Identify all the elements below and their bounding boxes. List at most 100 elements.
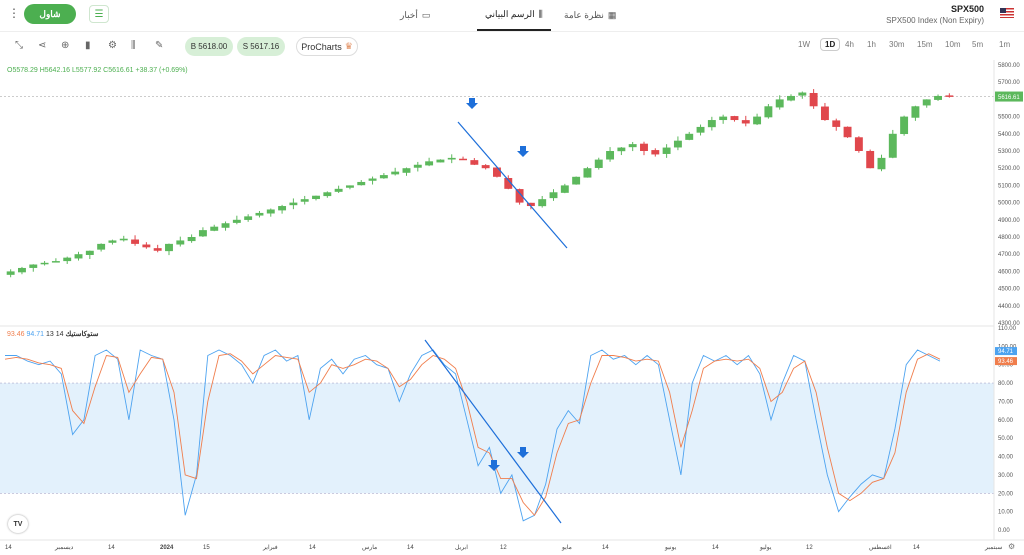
chart-area[interactable]: 5800.005700.005600.005500.005400.005300.…: [0, 60, 1024, 555]
candle-body: [198, 230, 207, 237]
candle-body: [606, 151, 615, 160]
candle-body: [753, 116, 762, 125]
candle-body: [74, 254, 83, 259]
time-tick-label: 14: [602, 545, 609, 551]
add-indicator-icon[interactable]: ⊕: [61, 40, 70, 51]
candle-body: [244, 216, 253, 220]
candle-body: [402, 168, 411, 173]
candle-body: [662, 147, 671, 154]
down-arrow-icon: [488, 460, 500, 471]
candle-body: [85, 250, 94, 255]
candle-body: [504, 178, 513, 189]
stochastic-label: ستوكاستيك 14 13 94.71 93.46: [7, 330, 99, 338]
candle-body: [719, 116, 728, 121]
candle-body: [775, 99, 784, 108]
time-tick-label: 15: [203, 545, 210, 551]
candle-body: [866, 150, 875, 169]
candle-body: [368, 178, 377, 181]
close-value: C5616.61: [103, 67, 134, 74]
candle-body: [436, 159, 445, 163]
timeframe-10m[interactable]: 10m: [945, 40, 961, 49]
tab-overview[interactable]: نظرة عامة ▦: [564, 0, 616, 31]
candle-body: [549, 192, 558, 199]
more-menu-icon[interactable]: ⋮: [8, 6, 20, 20]
indicators-icon[interactable]: ▮: [85, 40, 91, 51]
price-tick-label: 4900.00: [998, 218, 1020, 224]
candle-body: [345, 185, 354, 188]
stoch-tick-label: 0.00: [998, 528, 1010, 534]
price-tick-label: 4600.00: [998, 269, 1020, 275]
candle-body: [877, 157, 886, 170]
candle-body: [764, 106, 773, 118]
candle-body: [63, 257, 72, 262]
timeframe-1w[interactable]: 1W: [798, 40, 810, 49]
down-arrow-icon: [466, 98, 478, 109]
price-tick-label: 5700.00: [998, 80, 1020, 86]
price-tick-label: 5200.00: [998, 166, 1020, 172]
candle-body: [787, 95, 795, 101]
timeframe-4h[interactable]: 4h: [845, 40, 854, 49]
buy-button[interactable]: B 5618.00: [185, 37, 233, 56]
stoch-tick-label: 110.00: [998, 326, 1017, 332]
candles-icon: ⫼: [538, 9, 543, 19]
stoch-k-tag: [995, 347, 1017, 356]
time-tick-label: ديسمبر: [54, 545, 74, 551]
candle-body: [323, 192, 332, 197]
timeframe-1m[interactable]: 1m: [999, 40, 1011, 49]
candle-body: [515, 189, 524, 203]
candle-body: [832, 120, 841, 127]
time-tick-label: 14: [913, 545, 920, 551]
trade-button[interactable]: شاول: [24, 4, 76, 24]
candle-body: [131, 239, 140, 244]
news-icon: ▭: [421, 10, 431, 20]
procharts-button[interactable]: ProCharts ♛: [296, 37, 358, 56]
timeframe-5m[interactable]: 5m: [972, 40, 984, 49]
candle-body: [51, 261, 60, 263]
time-tick-label: 12: [500, 545, 507, 551]
collapse-icon[interactable]: ⤡: [15, 40, 23, 51]
time-tick-label: 12: [806, 545, 813, 551]
stochastic-pane: [0, 339, 994, 524]
stochastic-d-value: 93.46: [7, 331, 25, 338]
timeframe-1d[interactable]: 1D: [820, 38, 841, 51]
tradingview-logo: TV: [8, 515, 28, 533]
time-tick-label: يونيو: [664, 545, 677, 551]
candle-body: [538, 199, 547, 207]
candle-body: [187, 237, 196, 242]
time-tick-label: 14: [5, 545, 12, 551]
change-value: +38.37 (+0.69%): [135, 67, 188, 74]
tab-chart[interactable]: الرسم البياني ⫼: [477, 0, 551, 31]
open-value: O5578.29: [7, 67, 38, 74]
list-menu-icon[interactable]: ☰: [89, 5, 109, 23]
draw-icon[interactable]: ✎: [155, 40, 164, 51]
timeframe-30m[interactable]: 30m: [889, 40, 905, 49]
stoch-d-tag: [995, 357, 1017, 366]
candle-body: [413, 164, 422, 168]
candle-body: [312, 195, 320, 200]
candle-body: [379, 175, 388, 179]
time-tick-label: سبتمبر: [984, 545, 1002, 551]
settings-icon[interactable]: ⚙: [108, 40, 117, 51]
candle-body: [651, 150, 660, 155]
tab-news[interactable]: أخبار ▭: [400, 0, 430, 31]
sell-button[interactable]: S 5617.16: [237, 37, 285, 56]
candle-body: [357, 181, 366, 186]
tab-news-label: أخبار: [400, 10, 418, 20]
candle-body: [922, 99, 931, 106]
share-icon[interactable]: ⋖: [38, 40, 47, 51]
timeframe-1h[interactable]: 1h: [867, 40, 876, 49]
stoch-tick-label: 70.00: [998, 399, 1014, 405]
chart-type-icon[interactable]: ⫼: [131, 40, 136, 51]
candle-body: [142, 244, 151, 248]
stochastic-k-value: 94.71: [26, 331, 45, 338]
candle-body: [176, 240, 185, 245]
current-price-tag: [995, 91, 1023, 102]
candle-body: [210, 226, 219, 231]
time-tick-label: 14: [309, 545, 316, 551]
procharts-label: ProCharts: [301, 41, 342, 52]
candle-body: [798, 92, 807, 96]
timeframe-15m[interactable]: 15m: [917, 40, 933, 49]
axis-settings-icon: ⚙: [1008, 542, 1015, 551]
stoch-tick-label: 50.00: [998, 436, 1014, 442]
time-tick-label: فبراير: [262, 544, 278, 551]
